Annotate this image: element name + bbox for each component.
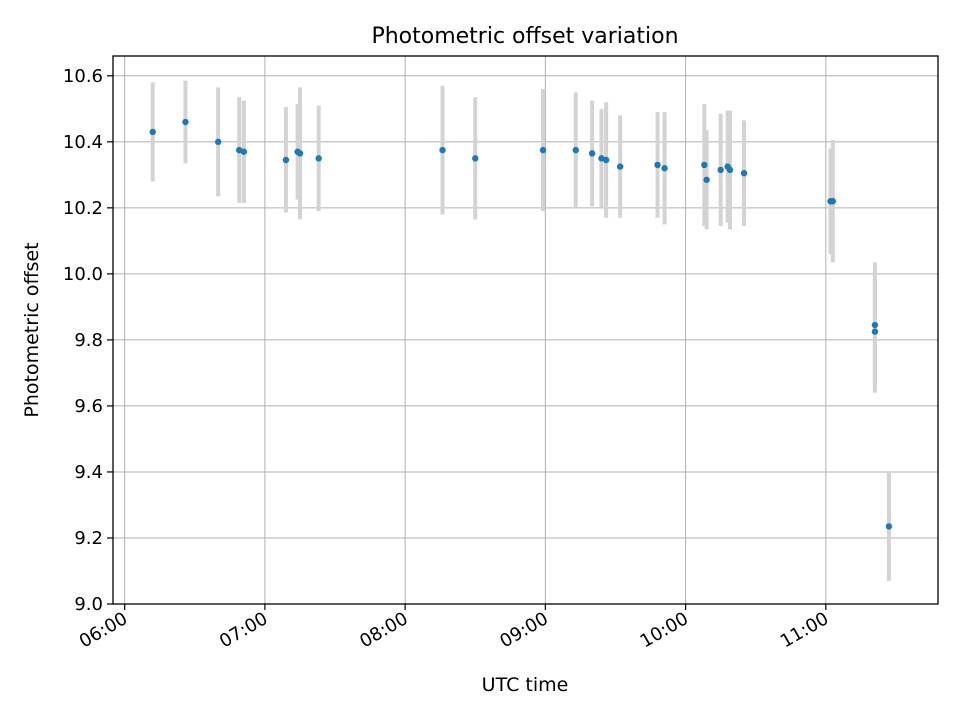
data-point: [726, 166, 734, 174]
data-point: [472, 155, 479, 162]
data-point: [871, 321, 879, 329]
y-tick-label: 10.2: [63, 198, 103, 219]
data-point: [602, 156, 610, 164]
data-point: [701, 161, 708, 169]
data-point: [588, 150, 596, 157]
y-axis-label: Photometric offset: [21, 242, 43, 417]
plot-frame: [112, 55, 939, 605]
data-point: [214, 138, 222, 146]
data-point: [871, 328, 879, 335]
y-tick-label: 9.6: [74, 396, 103, 417]
y-tick-label: 9.2: [74, 528, 103, 549]
data-point: [240, 148, 248, 155]
y-tick-label: 10.4: [63, 132, 103, 153]
data-point: [616, 163, 624, 170]
y-tick-label: 10.0: [63, 264, 103, 285]
data-point: [829, 198, 837, 205]
y-axis-ticks: 9.0 9.2 9.4 9.6 9.8 10.0 10.2 10.4 10.6: [63, 66, 113, 615]
data-points: [149, 118, 893, 530]
data-point: [296, 150, 304, 157]
data-point: [885, 523, 893, 530]
data-point: [654, 161, 661, 169]
y-tick-label: 9.8: [74, 330, 103, 351]
data-point: [703, 176, 710, 183]
data-point: [572, 146, 579, 154]
grid-lines: [113, 56, 938, 605]
y-tick-label: 10.6: [63, 66, 103, 87]
data-point: [282, 156, 290, 164]
x-axis-label: UTC time: [482, 674, 569, 696]
data-point: [717, 166, 724, 174]
data-point: [539, 146, 547, 154]
data-point: [740, 169, 748, 177]
data-point: [439, 146, 446, 154]
data-point: [315, 155, 322, 162]
data-point: [182, 118, 189, 126]
y-tick-label: 9.4: [74, 462, 103, 483]
chart-title: Photometric offset variation: [371, 24, 678, 49]
y-tick-label: 9.0: [74, 594, 103, 615]
data-point: [149, 128, 156, 136]
data-point: [661, 165, 668, 172]
